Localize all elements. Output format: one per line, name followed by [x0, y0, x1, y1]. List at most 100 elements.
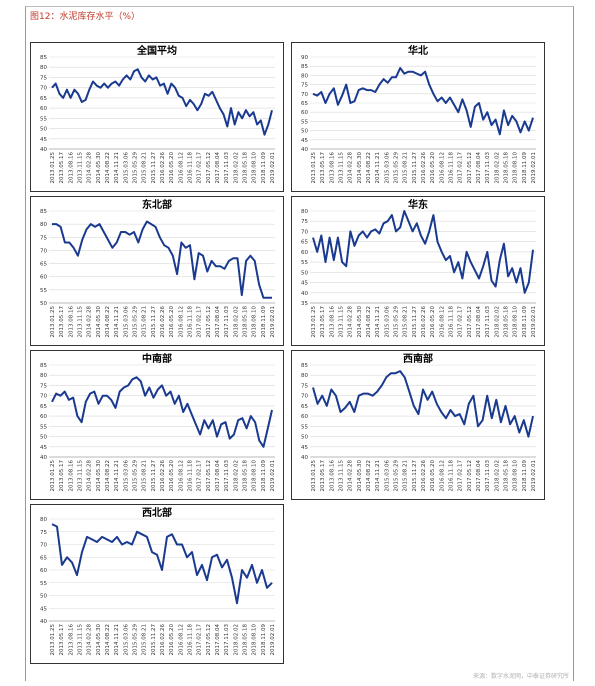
x-tick-label: 2017.08.04: [215, 152, 221, 184]
x-tick-label: 2013.05.17: [59, 152, 65, 184]
series-line: [312, 210, 534, 294]
series-line: [51, 523, 273, 605]
x-tick-label: 2013.05.17: [320, 306, 326, 338]
x-tick-label: 2013.01.25: [50, 460, 56, 492]
x-tick-label: 2016.02.26: [421, 460, 427, 492]
x-tick-label: 2016.08.12: [439, 306, 445, 338]
y-tick-label: 40: [301, 455, 308, 461]
x-tick-label: 2014.11.21: [114, 306, 120, 338]
x-tick-label: 2013.11.15: [78, 624, 84, 656]
x-tick-label: 2016.05.20: [169, 624, 175, 656]
x-tick-label: 2018.05.18: [243, 460, 249, 492]
x-tick-label: 2017.02.17: [197, 460, 203, 492]
x-tick-label: 2018.02.02: [494, 306, 500, 338]
chart-panel-northeast: 东北部 50 55 60 65 70 75 80 85 2013.01.25 2013.05.17 2…: [30, 196, 284, 346]
y-tick-label: 55: [301, 424, 308, 430]
x-tick-label: 2015.05.29: [133, 624, 139, 656]
x-tick-label: 2018.05.18: [504, 306, 510, 338]
y-tick-label: 70: [301, 92, 308, 98]
y-tick-label: 45: [301, 138, 308, 144]
x-tick-label: 2014.05.30: [96, 306, 102, 338]
y-tick-label: 80: [301, 373, 308, 379]
y-tick-label: 75: [301, 219, 308, 225]
x-tick-label: 2014.08.22: [105, 624, 111, 656]
y-tick-label: 85: [40, 55, 47, 61]
x-tick-label: 2014.02.28: [87, 152, 93, 184]
series-line: [51, 376, 273, 448]
chart-panel-central-south: 中南部 40 45 50 55 60 65 70 75 80 85 2013.01.25 2013.05…: [30, 350, 284, 500]
chart-svg: 华东 35 40 45 50 55 60 65 70 75 80 2013.01.25 2013.05.…: [301, 198, 537, 338]
x-tick-label: 2014.08.22: [366, 460, 372, 492]
y-tick-label: 85: [301, 363, 308, 369]
x-tick-label: 2015.08.21: [142, 624, 148, 656]
x-tick-label: 2014.02.28: [87, 460, 93, 492]
x-tick-label: 2019.02.01: [531, 460, 537, 492]
x-tick-label: 2017.05.12: [467, 306, 473, 338]
x-tick-label: 2015.05.29: [133, 152, 139, 184]
x-tick-label: 2018.11.09: [261, 152, 267, 184]
x-tick-label: 2014.11.21: [375, 152, 381, 184]
x-tick-label: 2014.02.28: [348, 152, 354, 184]
x-tick-label: 2015.11.27: [412, 152, 418, 184]
y-tick-label: 85: [301, 64, 308, 70]
x-tick-label: 2014.05.30: [357, 306, 363, 338]
x-tick-label: 2017.05.12: [206, 460, 212, 492]
x-tick-label: 2016.02.26: [421, 306, 427, 338]
x-tick-label: 2016.05.20: [169, 460, 175, 492]
x-tick-label: 2016.08.12: [178, 306, 184, 338]
x-tick-label: 2018.08.10: [252, 624, 258, 656]
x-tick-label: 2018.05.18: [243, 152, 249, 184]
x-tick-label: 2015.03.06: [384, 306, 390, 338]
x-tick-label: 2018.02.02: [494, 460, 500, 492]
chart-title: 西南部: [403, 352, 433, 365]
x-tick-label: 2019.02.01: [270, 624, 276, 656]
x-tick-label: 2018.05.18: [243, 306, 249, 338]
series-line: [312, 67, 534, 136]
x-tick-label: 2016.11.18: [449, 460, 455, 492]
y-tick-label: 55: [40, 424, 47, 430]
x-tick-label: 2013.01.25: [50, 152, 56, 184]
x-tick-label: 2017.02.17: [458, 306, 464, 338]
chart-panel-east: 华东 35 40 45 50 55 60 65 70 75 80 2013.01.25 2013.05.…: [291, 196, 545, 346]
series-line: [51, 68, 273, 136]
x-tick-label: 2014.08.22: [366, 306, 372, 338]
chart-panel-southwest: 西南部 40 45 50 55 60 65 70 75 80 85 2013.01.25 2013.05…: [291, 350, 545, 500]
x-tick-label: 2019.02.01: [270, 152, 276, 184]
x-tick-label: 2014.08.22: [105, 152, 111, 184]
x-tick-label: 2015.11.27: [151, 624, 157, 656]
x-tick-label: 2013.08.16: [68, 460, 74, 492]
x-tick-label: 2013.01.25: [311, 152, 317, 184]
y-tick-label: 80: [40, 65, 47, 71]
x-tick-label: 2017.08.04: [215, 624, 221, 656]
y-tick-label: 80: [40, 222, 47, 228]
x-tick-label: 2016.11.18: [188, 460, 194, 492]
x-tick-label: 2014.05.30: [357, 460, 363, 492]
x-tick-label: 2018.08.10: [513, 152, 519, 184]
chart-svg: 西北部 40 45 50 55 60 65 70 75 80 2013.01.25 2013.05.1…: [40, 506, 276, 656]
x-tick-label: 2013.08.16: [68, 624, 74, 656]
x-tick-label: 2013.08.16: [329, 306, 335, 338]
y-tick-label: 45: [40, 137, 47, 143]
x-tick-label: 2014.08.22: [105, 460, 111, 492]
x-tick-label: 2018.08.10: [252, 460, 258, 492]
y-tick-label: 45: [301, 445, 308, 451]
x-tick-label: 2017.11.03: [485, 460, 491, 492]
x-tick-label: 2014.02.28: [348, 306, 354, 338]
x-tick-label: 2016.05.20: [430, 152, 436, 184]
x-tick-label: 2013.01.25: [311, 306, 317, 338]
x-tick-label: 2016.08.12: [178, 460, 184, 492]
x-tick-label: 2018.11.09: [522, 152, 528, 184]
y-tick-label: 65: [40, 404, 47, 410]
y-tick-label: 60: [301, 250, 308, 256]
chart-title: 全国平均: [136, 44, 177, 57]
x-tick-label: 2013.05.17: [320, 460, 326, 492]
y-tick-label: 40: [40, 147, 47, 153]
x-tick-label: 2018.11.09: [261, 306, 267, 338]
y-tick-label: 80: [301, 209, 308, 215]
x-tick-label: 2016.05.20: [430, 460, 436, 492]
x-tick-label: 2016.02.26: [421, 152, 427, 184]
x-tick-label: 2015.03.06: [123, 306, 129, 338]
x-tick-label: 2017.02.17: [197, 624, 203, 656]
x-tick-label: 2016.11.18: [449, 152, 455, 184]
